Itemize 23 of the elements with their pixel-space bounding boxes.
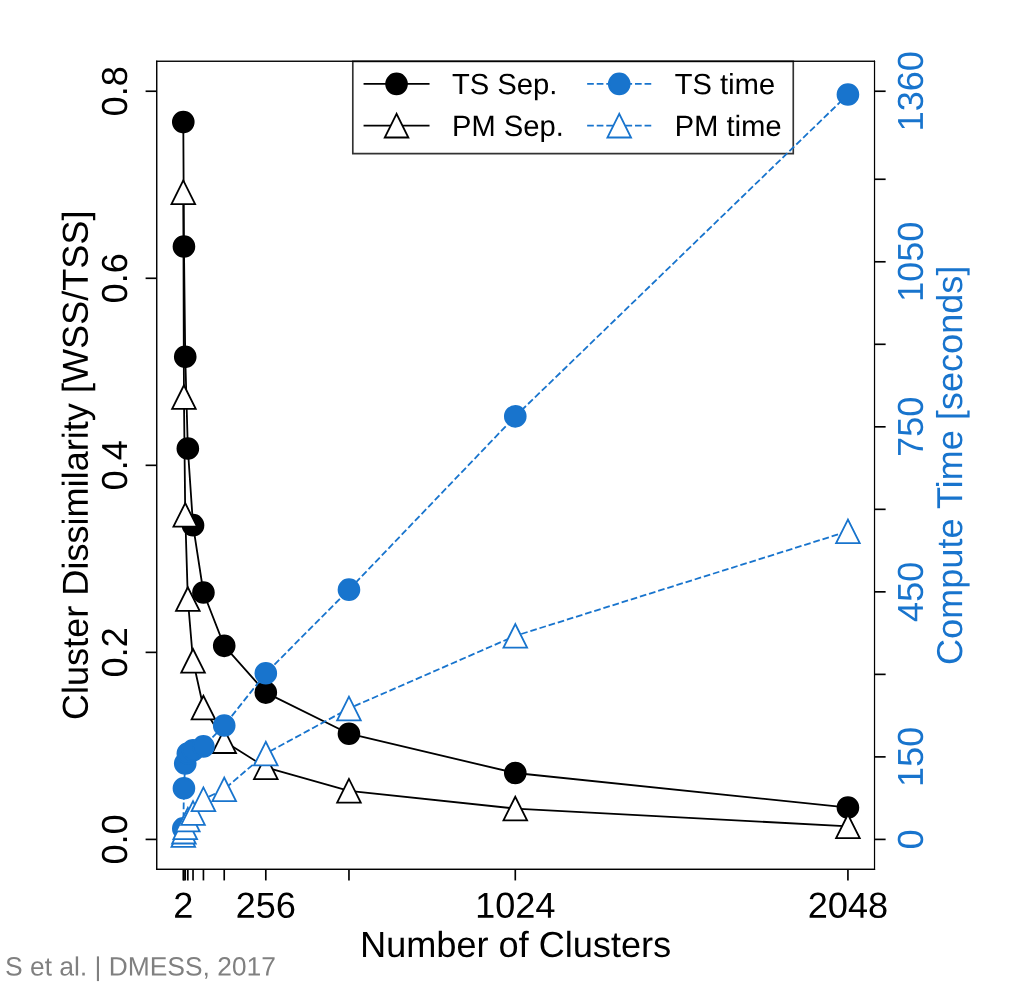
- y-tick-label: 0.2: [101, 629, 128, 677]
- x-tick-label: 1024: [477, 892, 555, 919]
- legend-label: TS time: [675, 72, 774, 95]
- x-tick-label: 256: [237, 892, 295, 919]
- y2-axis-title: Compute Time [seconds]: [935, 268, 970, 664]
- y2-tick-label: 0: [897, 830, 924, 849]
- y2-tick-label: 450: [897, 563, 924, 622]
- x-tick-label: 2048: [809, 892, 887, 919]
- y-tick-label: 0.4: [101, 441, 128, 490]
- y-tick-label: 0.0: [101, 815, 128, 864]
- y-tick-label: 0.6: [101, 254, 128, 302]
- x-axis-title: Number of Clusters: [363, 930, 670, 958]
- legend-label: TS Sep.: [452, 73, 555, 101]
- y2-tick-label: 1360: [897, 52, 924, 129]
- y2-tick-label: 1050: [897, 223, 924, 300]
- y2-tick-label: 150: [897, 728, 924, 785]
- text: S et al. | DMESS, 2017: [6, 956, 275, 982]
- y2-tick-label: 750: [897, 398, 924, 456]
- x-tick-label: 2: [175, 892, 192, 918]
- legend-label: PM time: [677, 114, 781, 137]
- y-tick-label: 0.8: [101, 67, 128, 115]
- legend-label: PM Sep.: [454, 115, 562, 142]
- y-axis-title: Cluster Dissimilarity [WSS/TSS]: [61, 213, 96, 719]
